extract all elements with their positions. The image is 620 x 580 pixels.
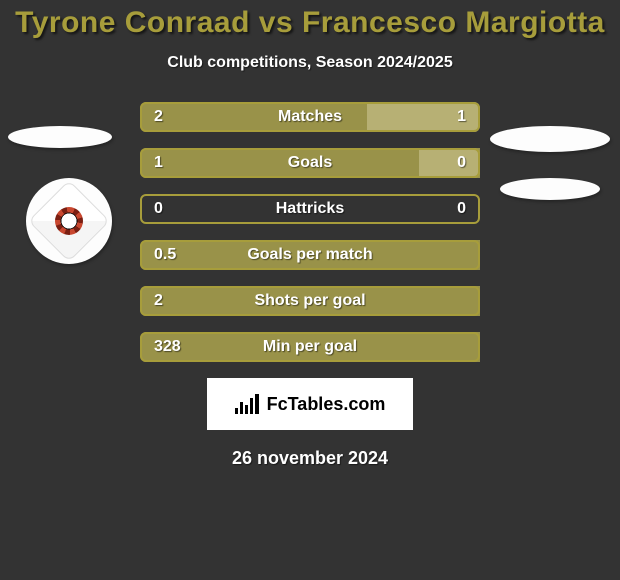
stat-category-label: Hattricks (140, 194, 480, 224)
date-label: 26 november 2024 (0, 448, 620, 469)
stat-row: 0.5Goals per match (140, 240, 480, 270)
stat-row: 328Min per goal (140, 332, 480, 362)
fctables-watermark: FcTables.com (207, 378, 413, 430)
stat-row: 00Hattricks (140, 194, 480, 224)
subtitle: Club competitions, Season 2024/2025 (0, 54, 620, 72)
stat-category-label: Goals (140, 148, 480, 178)
stat-category-label: Matches (140, 102, 480, 132)
comparison-chart: 21Matches 10Goals 00Hattricks 0.5Goals per … (140, 102, 480, 362)
stat-row: 10Goals (140, 148, 480, 178)
page-title: Tyrone Conraad vs Francesco Margiotta (0, 0, 620, 40)
player-right-avatar-placeholder (490, 126, 610, 152)
stat-row: 21Matches (140, 102, 480, 132)
fctables-label: FcTables.com (267, 394, 386, 415)
player-left-club-badge (26, 178, 112, 264)
player-left-avatar-placeholder (8, 126, 112, 148)
stat-category-label: Min per goal (140, 332, 480, 362)
stat-row: 2Shots per goal (140, 286, 480, 316)
stat-category-label: Goals per match (140, 240, 480, 270)
fctables-logo-icon (235, 394, 259, 414)
club-logo-icon (28, 180, 110, 262)
stat-category-label: Shots per goal (140, 286, 480, 316)
player-right-club-placeholder (500, 178, 600, 200)
